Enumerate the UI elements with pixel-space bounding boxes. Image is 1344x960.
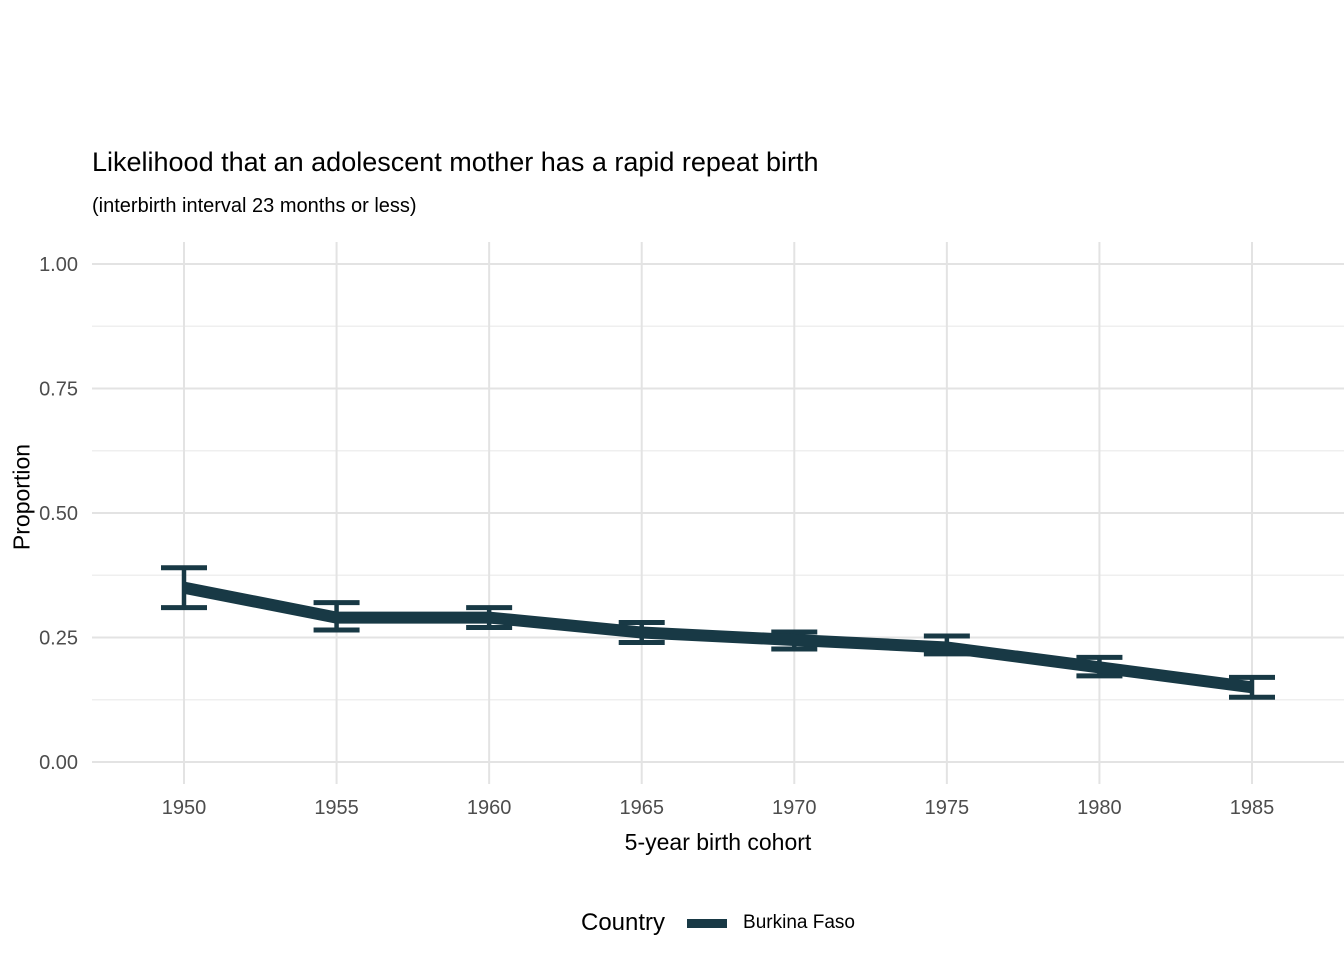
x-tick-label: 1975: [925, 797, 970, 819]
y-tick-label: 1.00: [39, 254, 78, 276]
x-tick-label: 1980: [1077, 797, 1122, 819]
x-tick-label: 1950: [162, 797, 207, 819]
y-tick-label: 0.25: [39, 628, 78, 650]
x-tick-label: 1970: [772, 797, 817, 819]
x-tick-label: 1955: [314, 797, 359, 819]
y-tick-label: 0.00: [39, 752, 78, 774]
x-tick-label: 1960: [467, 797, 512, 819]
legend-key-line: [687, 918, 728, 928]
chart-title: Likelihood that an adolescent mother has…: [92, 147, 819, 177]
series-line-burkina-faso: [182, 581, 1253, 694]
y-tick-label: 0.75: [39, 379, 78, 401]
y-axis-title: Proportion: [8, 443, 35, 551]
legend: Country Burkina Faso: [92, 902, 1344, 944]
x-tick-label: 1985: [1230, 797, 1275, 819]
x-axis-title: 5-year birth cohort: [624, 829, 812, 855]
legend-title: Country: [581, 909, 666, 936]
x-tick-label: 1965: [619, 797, 664, 819]
y-tick-label: 0.50: [39, 503, 78, 525]
chart-subtitle: (interbirth interval 23 months or less): [92, 195, 417, 217]
legend-item-label: Burkina Faso: [743, 912, 855, 933]
